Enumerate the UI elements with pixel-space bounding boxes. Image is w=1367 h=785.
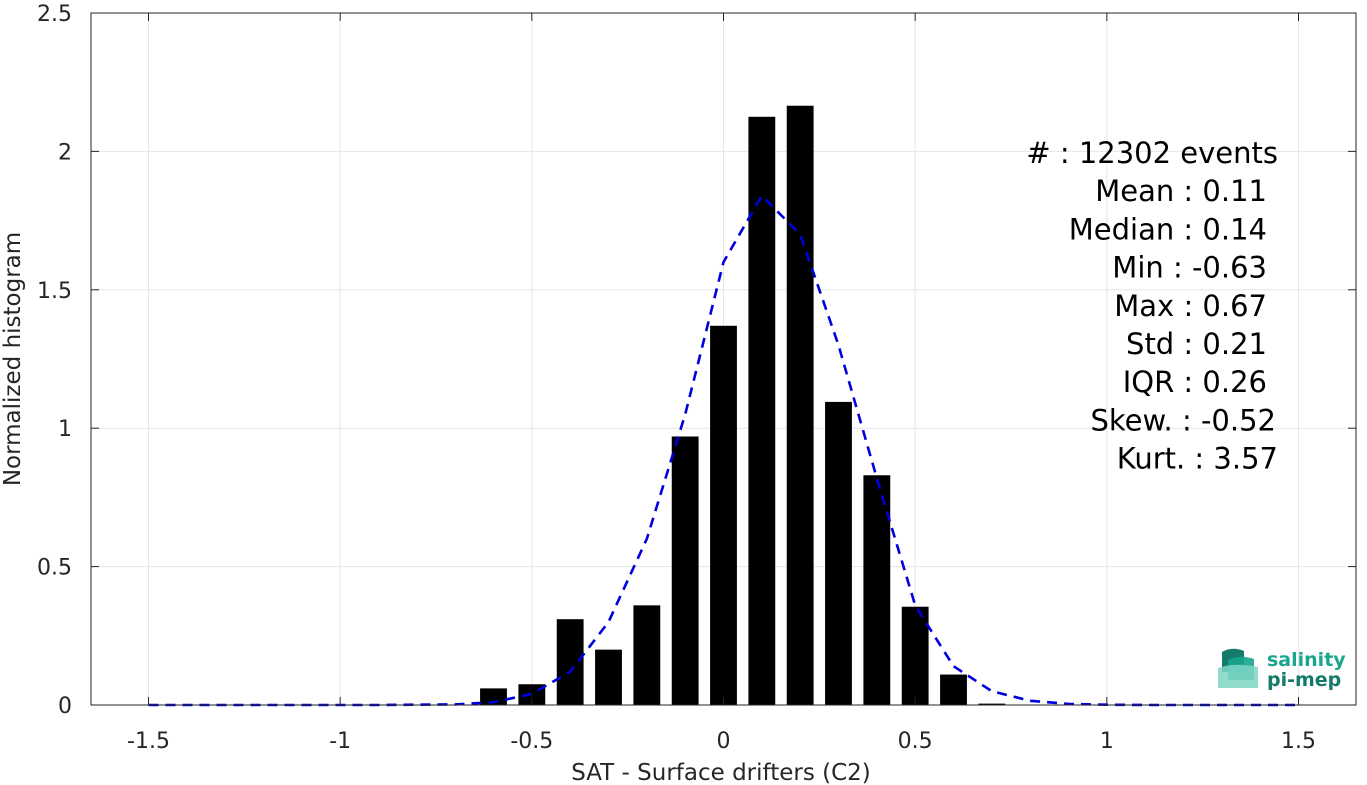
histogram-bar-3 <box>595 649 622 705</box>
histogram-bar-9 <box>825 401 852 705</box>
y-tick-label-5: 2.5 <box>37 2 72 27</box>
stat-line-7: Skew. : -0.52 <box>1090 403 1276 437</box>
statistics-box: # : 12302 events Mean : 0.11 Median : 0.14… <box>1026 136 1278 476</box>
stat-line-2: Median : 0.14 <box>1069 212 1267 246</box>
y-axis-label: Normalized histogram <box>0 232 26 486</box>
y-tick-label-4: 2 <box>58 140 72 165</box>
stat-line-1: Mean : 0.11 <box>1095 174 1267 208</box>
y-tick-label-1: 0.5 <box>37 556 72 581</box>
salinity-pi-mep-logo: salinity pi-mep <box>1218 648 1346 691</box>
x-tick-label-5: 1 <box>1100 729 1114 754</box>
histogram-bar-5 <box>671 436 699 705</box>
x-tick-label-0: -1.5 <box>127 729 170 754</box>
y-tick-label-2: 1 <box>58 417 72 442</box>
histogram-bar-7 <box>748 116 776 706</box>
x-tick-label-1: -1 <box>329 729 351 754</box>
histogram-bar-10 <box>863 475 891 705</box>
histogram-bar-6 <box>710 325 737 705</box>
x-tick-label-3: 0 <box>717 729 731 754</box>
histogram-bar-0 <box>480 688 507 705</box>
histogram-bar-8 <box>786 105 814 705</box>
x-tick-label-2: -0.5 <box>510 729 553 754</box>
histogram-bar-12 <box>940 674 967 705</box>
stat-line-5: Std : 0.21 <box>1126 327 1267 361</box>
y-tick-label-0: 0 <box>58 694 72 719</box>
histogram-bar-13 <box>978 703 1006 705</box>
axes-ticks <box>91 12 1356 706</box>
histogram-bar-2 <box>556 619 584 705</box>
y-tick-label-3: 1.5 <box>37 279 72 304</box>
stat-line-0: # : 12302 events <box>1026 136 1278 170</box>
histogram-bars <box>480 105 1006 706</box>
histogram-bar-4 <box>633 605 661 705</box>
stat-line-8: Kurt. : 3.57 <box>1117 442 1278 476</box>
x-tick-label-6: 1.5 <box>1281 729 1316 754</box>
tick-labels: -1.5 -1 -0.5 0 0.5 1 1.5 0 0.5 1 1.5 2 2.5 <box>37 2 1316 754</box>
stat-line-3: Min : -0.63 <box>1112 251 1267 285</box>
x-axis-label: SAT - Surface drifters (C2) <box>571 760 871 785</box>
x-tick-label-4: 0.5 <box>898 729 933 754</box>
histogram-bar-11 <box>901 606 929 705</box>
stat-line-6: IQR : 0.26 <box>1123 365 1267 399</box>
logo-line2: pi-mep <box>1267 669 1341 691</box>
stat-line-4: Max : 0.67 <box>1114 289 1267 323</box>
logo-line1: salinity <box>1267 649 1346 671</box>
